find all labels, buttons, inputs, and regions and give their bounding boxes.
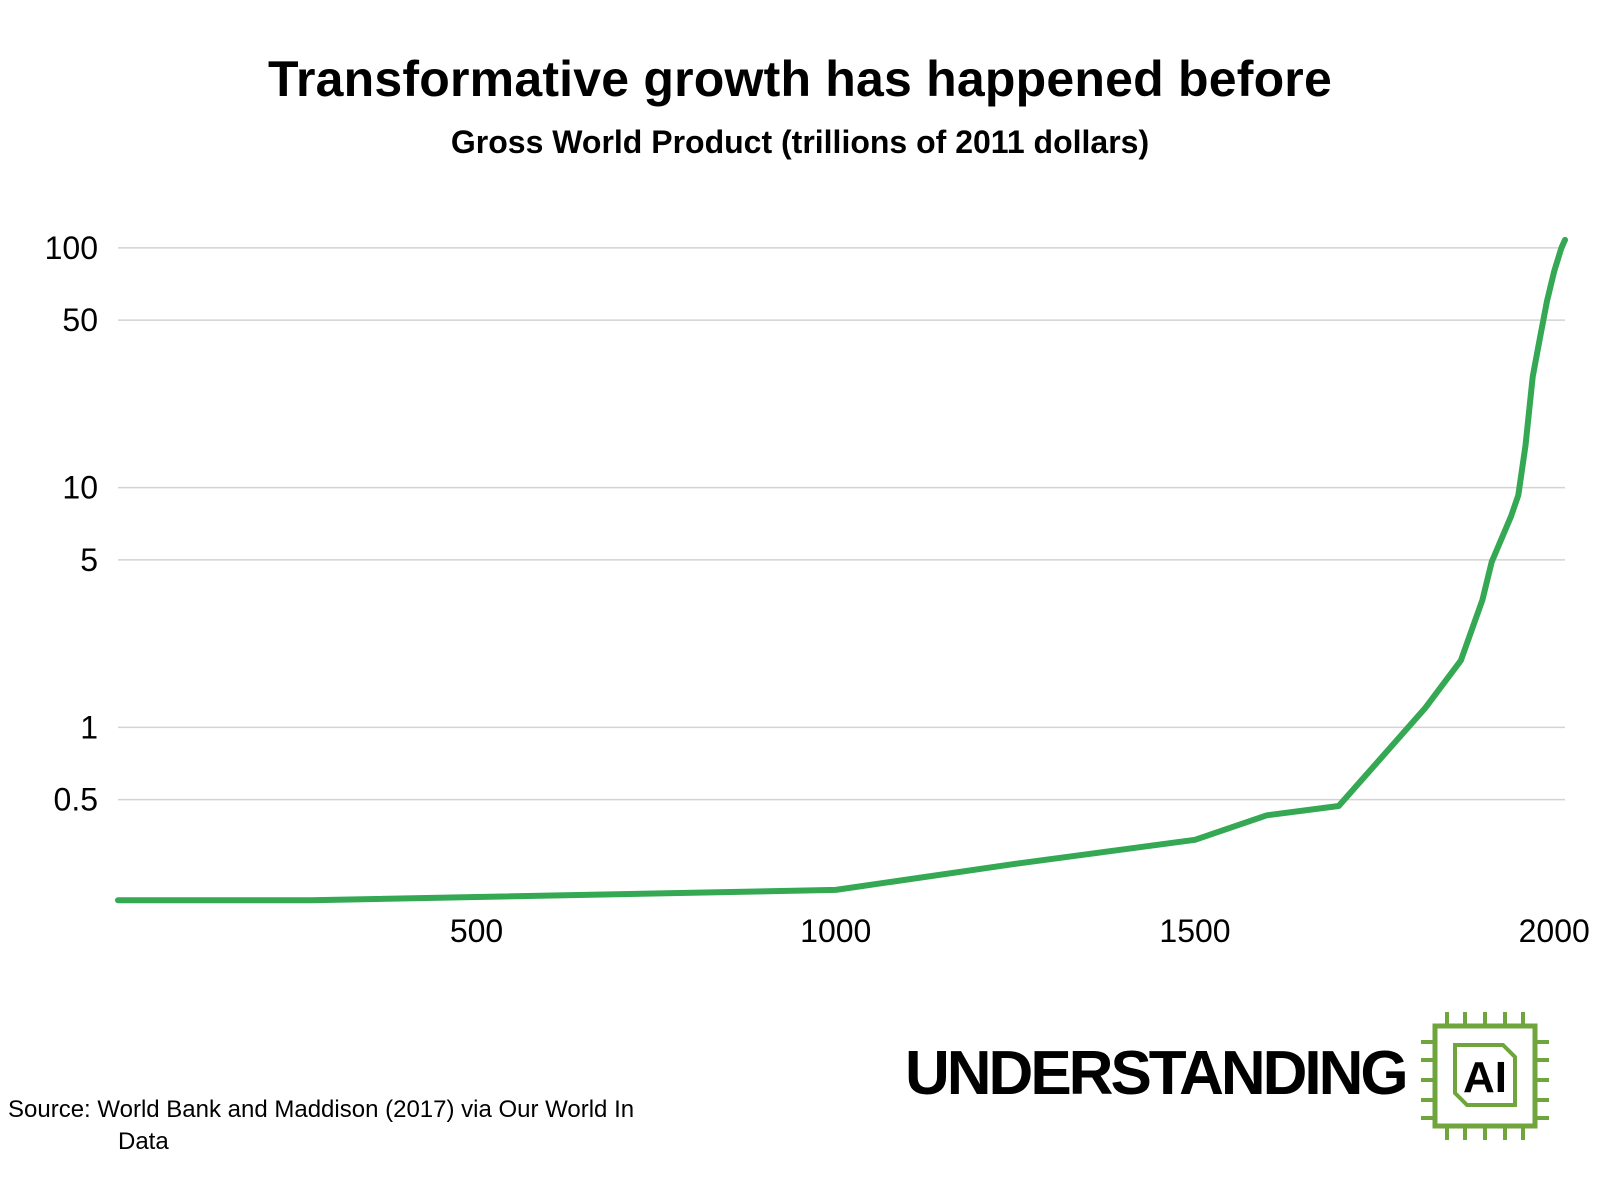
- chart-subtitle: Gross World Product (trillions of 2011 d…: [450, 124, 1150, 160]
- source-note: Source: World Bank and Maddison (2017) v…: [8, 1094, 728, 1158]
- series-line: [115, 236, 1568, 904]
- source-line-2: Data: [118, 1128, 169, 1155]
- gridlines: [118, 247, 1565, 801]
- source-line-1: Source: World Bank and Maddison (2017) v…: [8, 1096, 635, 1123]
- series-layer: [115, 236, 1568, 904]
- chip-icon: AI: [1421, 1012, 1549, 1140]
- x-tick-label: 1000: [800, 913, 871, 949]
- x-tick-label: 500: [450, 913, 503, 949]
- y-tick-label: 50: [62, 302, 98, 338]
- chip-inner-frame: [1453, 1043, 1517, 1107]
- x-tick-label: 2000: [1519, 913, 1590, 949]
- y-tick-label: 1: [80, 709, 98, 745]
- y-tick-label: 5: [80, 542, 98, 578]
- x-tick-label: 1500: [1159, 913, 1230, 949]
- line-chart: 0.5 1 5 10 50 100 500 1000 1500 2000: [45, 230, 1590, 949]
- y-tick-label: 0.5: [54, 782, 98, 818]
- chip-outer-frame: [1432, 1023, 1538, 1129]
- chart-title: Transformative growth has happened befor…: [268, 51, 1332, 107]
- y-tick-label: 100: [45, 230, 98, 266]
- logo-wordmark: UNDERSTANDING: [905, 1039, 1409, 1108]
- x-axis-ticks: 500 1000 1500 2000: [450, 913, 1590, 949]
- chip-label: AI: [1463, 1053, 1507, 1102]
- y-tick-label: 10: [62, 470, 98, 506]
- understanding-ai-logo: UNDERSTANDING AI: [905, 1010, 1565, 1145]
- y-axis-ticks: 0.5 1 5 10 50 100: [45, 230, 98, 818]
